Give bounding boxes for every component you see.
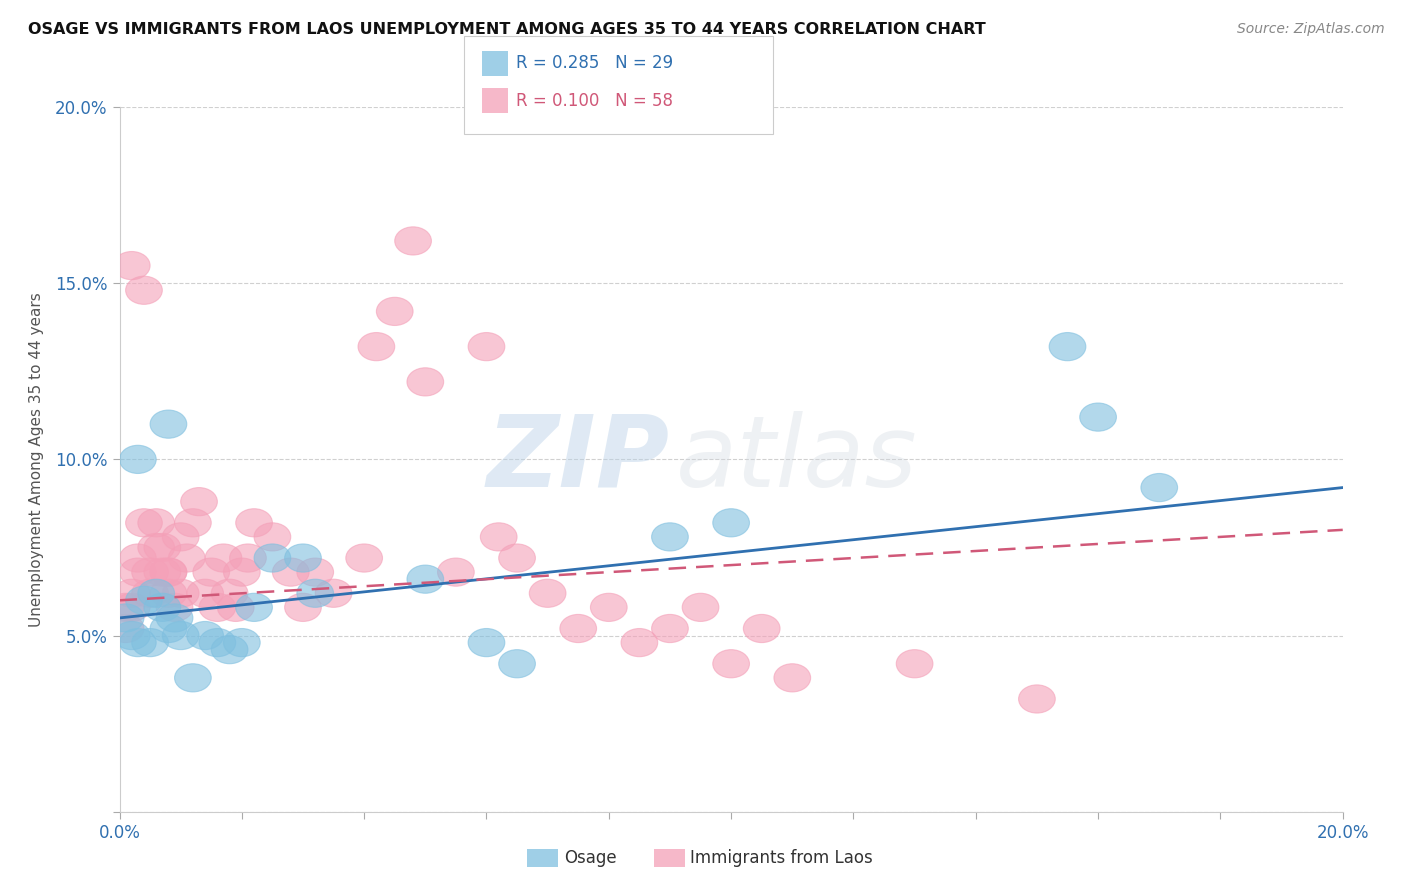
Ellipse shape [114,622,150,649]
Ellipse shape [114,252,150,280]
Ellipse shape [896,649,934,678]
Ellipse shape [107,593,143,622]
Y-axis label: Unemployment Among Ages 35 to 44 years: Unemployment Among Ages 35 to 44 years [30,292,44,627]
Ellipse shape [120,445,156,474]
Ellipse shape [150,558,187,586]
Ellipse shape [156,593,193,622]
Ellipse shape [651,615,689,642]
Text: atlas: atlas [676,411,918,508]
Ellipse shape [297,579,333,607]
Ellipse shape [437,558,474,586]
Ellipse shape [377,297,413,326]
Ellipse shape [682,593,718,622]
Ellipse shape [621,629,658,657]
Ellipse shape [180,488,218,516]
Text: R = 0.285   N = 29: R = 0.285 N = 29 [516,54,673,72]
Ellipse shape [132,558,169,586]
Ellipse shape [174,664,211,692]
Ellipse shape [169,544,205,572]
Text: R = 0.100   N = 58: R = 0.100 N = 58 [516,92,673,110]
Ellipse shape [591,593,627,622]
Ellipse shape [187,622,224,649]
Text: ZIP: ZIP [486,411,671,508]
Ellipse shape [713,649,749,678]
Ellipse shape [273,558,309,586]
Ellipse shape [359,333,395,360]
Ellipse shape [138,533,174,562]
Ellipse shape [114,579,150,607]
Ellipse shape [156,604,193,632]
Ellipse shape [529,579,567,607]
Ellipse shape [1080,403,1116,431]
Ellipse shape [174,508,211,537]
Ellipse shape [132,629,169,657]
Ellipse shape [107,615,143,642]
Ellipse shape [150,410,187,438]
Ellipse shape [162,523,200,551]
Text: OSAGE VS IMMIGRANTS FROM LAOS UNEMPLOYMENT AMONG AGES 35 TO 44 YEARS CORRELATION: OSAGE VS IMMIGRANTS FROM LAOS UNEMPLOYME… [28,22,986,37]
Ellipse shape [468,629,505,657]
Ellipse shape [773,664,811,692]
Ellipse shape [107,604,143,632]
Ellipse shape [143,533,180,562]
Ellipse shape [224,558,260,586]
Ellipse shape [193,558,229,586]
Ellipse shape [651,523,689,551]
Ellipse shape [125,277,162,304]
Text: Osage: Osage [564,849,616,867]
Text: Immigrants from Laos: Immigrants from Laos [690,849,873,867]
Ellipse shape [346,544,382,572]
Ellipse shape [150,615,187,642]
Ellipse shape [150,579,187,607]
Ellipse shape [211,579,247,607]
Ellipse shape [187,579,224,607]
Ellipse shape [114,593,150,622]
Ellipse shape [143,593,180,622]
Ellipse shape [229,544,266,572]
Ellipse shape [236,508,273,537]
Ellipse shape [744,615,780,642]
Ellipse shape [162,579,200,607]
Ellipse shape [132,579,169,607]
Ellipse shape [200,629,236,657]
Ellipse shape [236,593,273,622]
Ellipse shape [218,593,254,622]
Ellipse shape [297,558,333,586]
Ellipse shape [284,544,322,572]
Ellipse shape [468,333,505,360]
Ellipse shape [125,508,162,537]
Ellipse shape [1140,474,1178,501]
Ellipse shape [120,558,156,586]
Ellipse shape [125,586,162,615]
Ellipse shape [395,227,432,255]
Ellipse shape [481,523,517,551]
Ellipse shape [143,558,180,586]
Ellipse shape [162,622,200,649]
Ellipse shape [224,629,260,657]
Ellipse shape [120,629,156,657]
Ellipse shape [406,566,444,593]
Ellipse shape [254,523,291,551]
Ellipse shape [315,579,352,607]
Ellipse shape [713,508,749,537]
Ellipse shape [560,615,596,642]
Ellipse shape [499,544,536,572]
Ellipse shape [406,368,444,396]
Ellipse shape [200,593,236,622]
Ellipse shape [1049,333,1085,360]
Ellipse shape [254,544,291,572]
Ellipse shape [1018,685,1056,713]
Ellipse shape [120,544,156,572]
Ellipse shape [138,508,174,537]
Text: Source: ZipAtlas.com: Source: ZipAtlas.com [1237,22,1385,37]
Ellipse shape [284,593,322,622]
Ellipse shape [499,649,536,678]
Ellipse shape [211,635,247,664]
Ellipse shape [138,579,174,607]
Ellipse shape [150,558,187,586]
Ellipse shape [205,544,242,572]
